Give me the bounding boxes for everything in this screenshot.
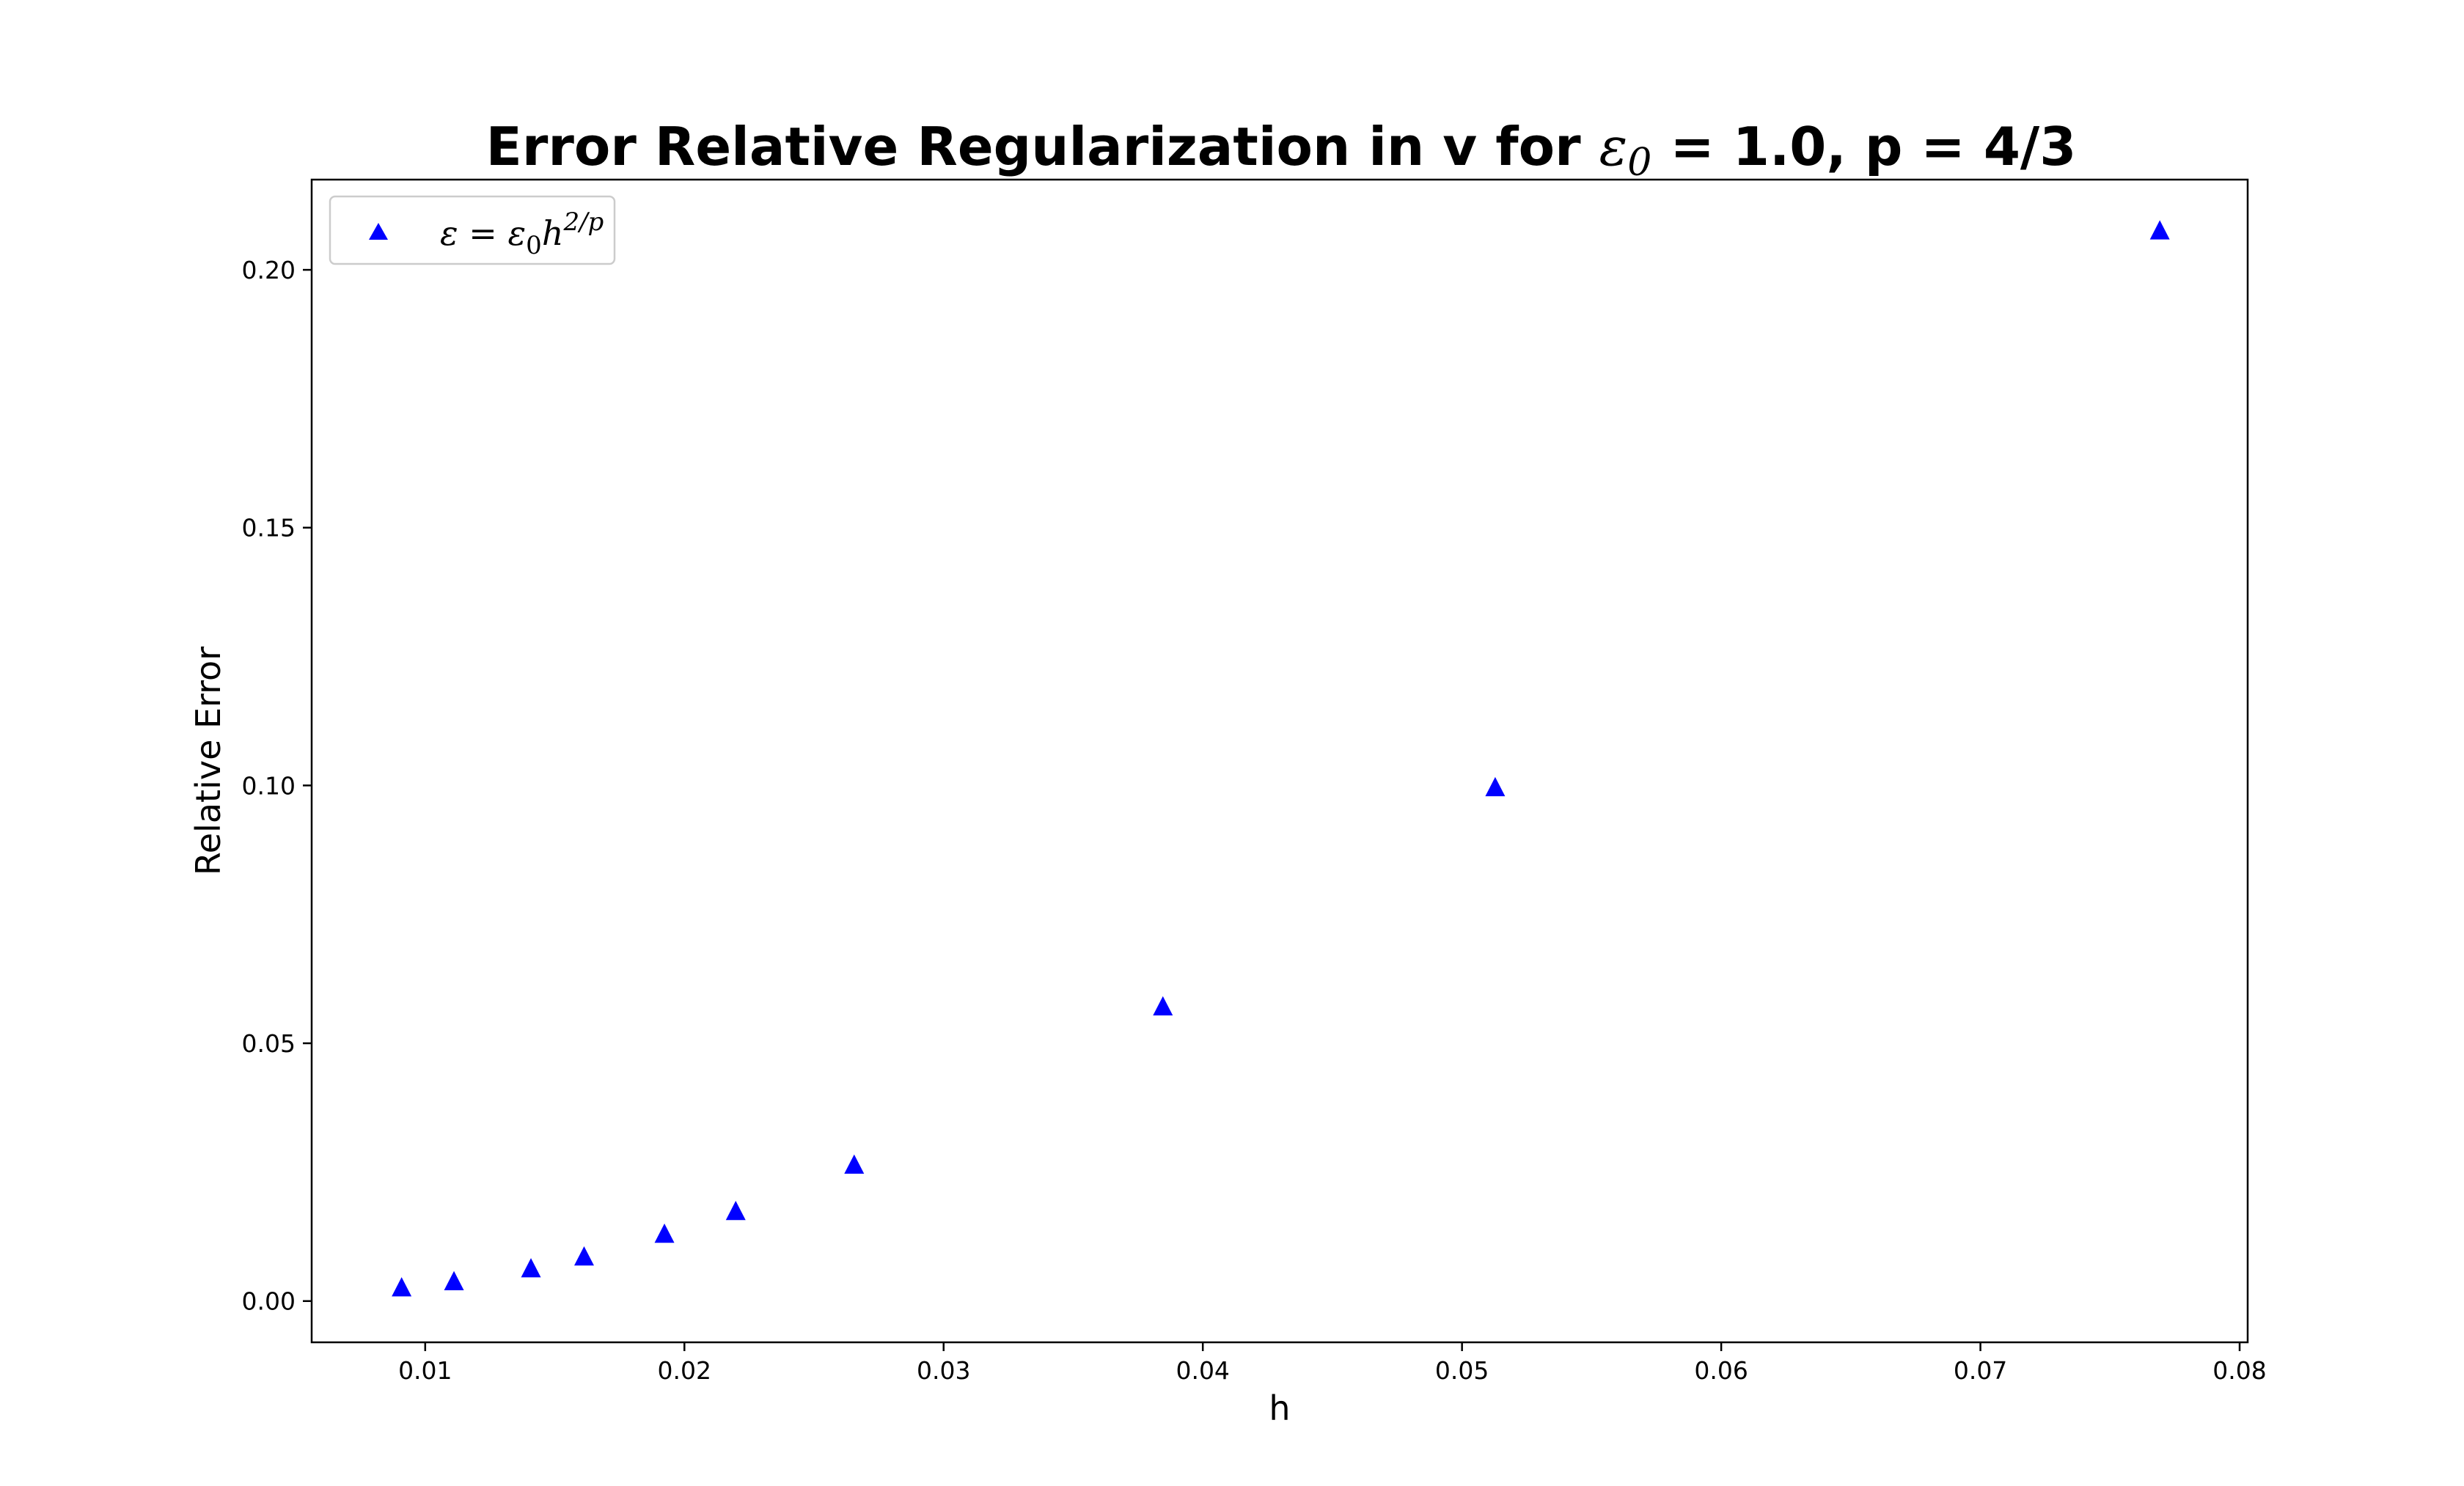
legend-entry-exponent: 2/p <box>562 207 604 237</box>
data-point-triangle <box>573 1246 594 1266</box>
data-point-triangle <box>521 1258 541 1278</box>
legend-entry-rhs: ε <box>507 213 526 253</box>
legend-entry-label: ε = ε0h2/p <box>440 207 604 260</box>
y-tick-label: 0.05 <box>242 1029 296 1058</box>
x-tick-label: 0.07 <box>1954 1356 2007 1385</box>
plot-area-frame <box>310 178 2249 1344</box>
legend-entry-eq: = <box>458 213 508 253</box>
y-tick-label: 0.00 <box>242 1287 296 1316</box>
legend-entry-var: h <box>542 213 564 253</box>
x-tick-label: 0.04 <box>1176 1356 1229 1385</box>
data-points <box>392 220 2170 1297</box>
chart-title-symbol: ε <box>1599 116 1628 177</box>
data-point-triangle <box>1153 996 1173 1016</box>
x-axis: 0.01 0.02 0.03 0.04 0.05 0.06 0.07 0.08 <box>398 1342 2267 1385</box>
chart-title-subscript: 0 <box>1627 141 1651 185</box>
data-point-triangle <box>725 1201 746 1221</box>
y-tick-label: 0.15 <box>242 514 296 542</box>
legend-entry-rhs-subscript: 0 <box>526 231 542 260</box>
data-point-triangle <box>392 1277 412 1297</box>
x-tick-label: 0.06 <box>1694 1356 1748 1385</box>
legend-box <box>329 195 616 265</box>
x-tick-label: 0.02 <box>658 1356 711 1385</box>
data-point-triangle <box>2149 220 2170 240</box>
data-point-triangle <box>844 1154 865 1174</box>
y-axis: 0.00 0.05 0.10 0.15 0.20 <box>242 256 312 1316</box>
data-point-triangle <box>444 1270 464 1290</box>
y-tick-label: 0.20 <box>242 256 296 284</box>
y-tick-label: 0.10 <box>242 771 296 800</box>
x-tick-label: 0.01 <box>398 1356 452 1385</box>
chart-title-prefix: Error Relative Regularization in v for <box>486 116 1599 177</box>
chart-title-eq: = <box>1651 116 1732 177</box>
legend: ε = ε0h2/p <box>329 195 616 265</box>
x-tick-label: 0.08 <box>2212 1356 2266 1385</box>
chart-title-suffix: 1.0, p = 4/3 <box>1733 116 2076 177</box>
legend-marker-triangle <box>369 223 388 240</box>
chart-title: Error Relative Regularization in v for ε… <box>486 116 2077 185</box>
x-axis-label: h <box>1269 1388 1290 1428</box>
x-tick-label: 0.03 <box>917 1356 970 1385</box>
x-tick-label: 0.05 <box>1435 1356 1489 1385</box>
y-axis-label: Relative Error <box>188 647 228 875</box>
data-point-triangle <box>654 1224 675 1243</box>
data-point-triangle <box>1485 776 1506 797</box>
legend-entry-lhs: ε <box>440 213 458 253</box>
